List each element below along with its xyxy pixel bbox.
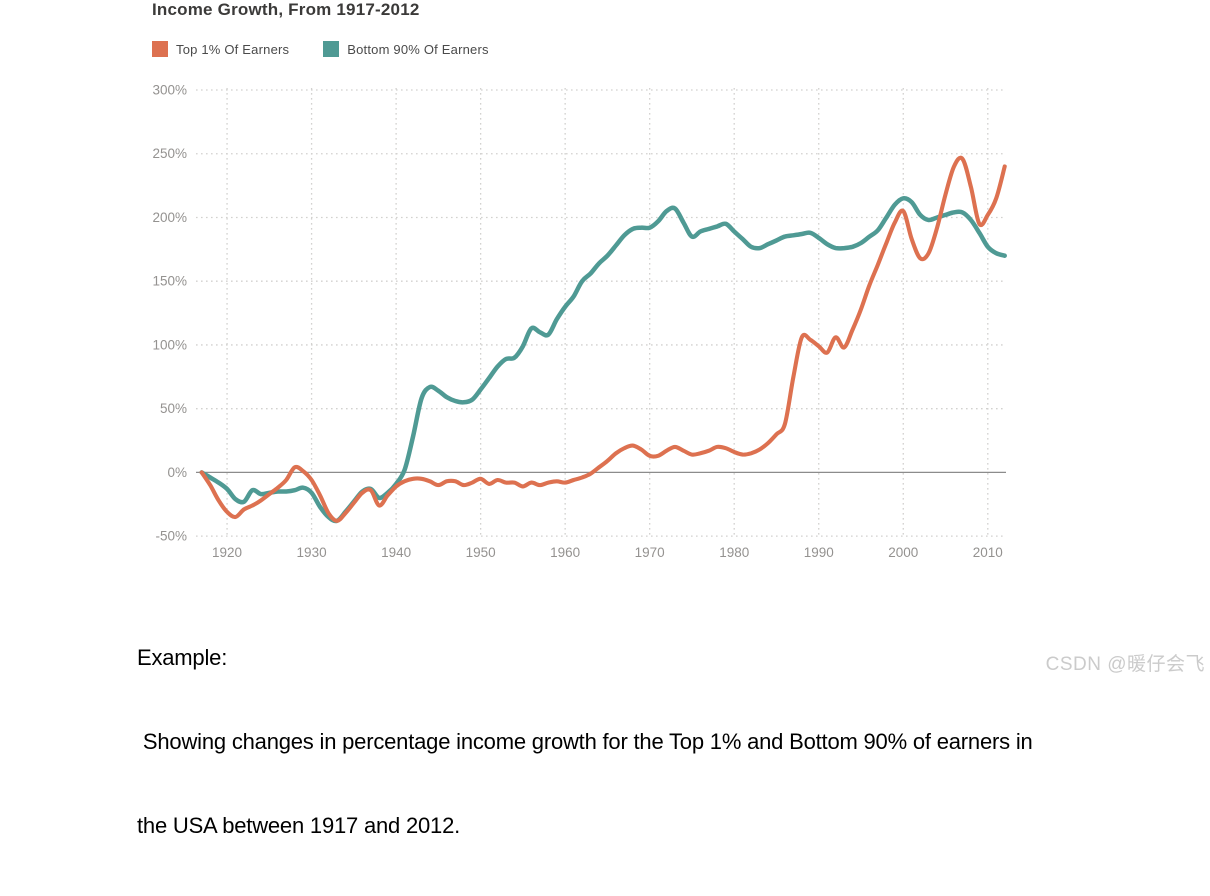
legend-item-bottom-90-percent: Bottom 90% Of Earners	[323, 41, 489, 57]
y-axis-tick-label: 250%	[152, 146, 187, 161]
x-axis-tick-label: 1970	[635, 545, 665, 560]
x-axis-tick-label: 1930	[297, 545, 327, 560]
x-axis-tick-label: 2000	[888, 545, 918, 560]
x-axis-tick-label: 1940	[381, 545, 411, 560]
legend-swatch-bottom-90-percent-icon	[323, 41, 340, 57]
caption-line-1: Example:	[137, 645, 228, 670]
series-line-top-1-percent	[199, 155, 1007, 523]
page: Income Growth, From 1917-2012 Top 1% Of …	[137, 0, 1205, 838]
caption-line-2: Showing changes in percentage income gro…	[137, 729, 1033, 754]
y-axis-tick-label: 0%	[167, 465, 187, 480]
caption-line-3: the USA between 1917 and 2012.	[137, 813, 461, 838]
legend-label-bottom-90-percent: Bottom 90% Of Earners	[347, 41, 489, 57]
y-axis-tick-label: 100%	[152, 337, 187, 352]
y-axis-tick-label: 150%	[152, 274, 187, 289]
y-axis-tick-label: 200%	[152, 210, 187, 225]
income-growth-line-chart: 300% 250% 200% 150% 100% 50% 0% -50% 1920 1930 194…	[152, 82, 1007, 560]
x-axis-tick-label: 1980	[719, 545, 749, 560]
x-axis-tick-label: 1990	[804, 545, 834, 560]
csdn-watermark: CSDN @暖仔会飞	[1045, 654, 1205, 675]
x-axis-tick-label: 1960	[550, 545, 580, 560]
y-axis-tick-label: 300%	[152, 82, 187, 97]
y-axis-tick-label: -50%	[155, 529, 187, 544]
x-axis-tick-label: 1950	[466, 545, 496, 560]
y-axis-tick-label: 50%	[160, 401, 187, 416]
x-axis-tick-label: 2010	[973, 545, 1003, 560]
chart-legend: Top 1% Of Earners Bottom 90% Of Earners	[152, 41, 513, 57]
legend-label-top-1-percent: Top 1% Of Earners	[176, 41, 290, 57]
example-caption: Example: Showing changes in percentage i…	[137, 588, 1147, 896]
x-axis-tick-label: 1920	[212, 545, 242, 560]
chart-title: Income Growth, From 1917-2012	[152, 0, 420, 19]
legend-item-top-1-percent: Top 1% Of Earners	[152, 41, 289, 57]
legend-swatch-top-1-percent-icon	[152, 41, 168, 57]
